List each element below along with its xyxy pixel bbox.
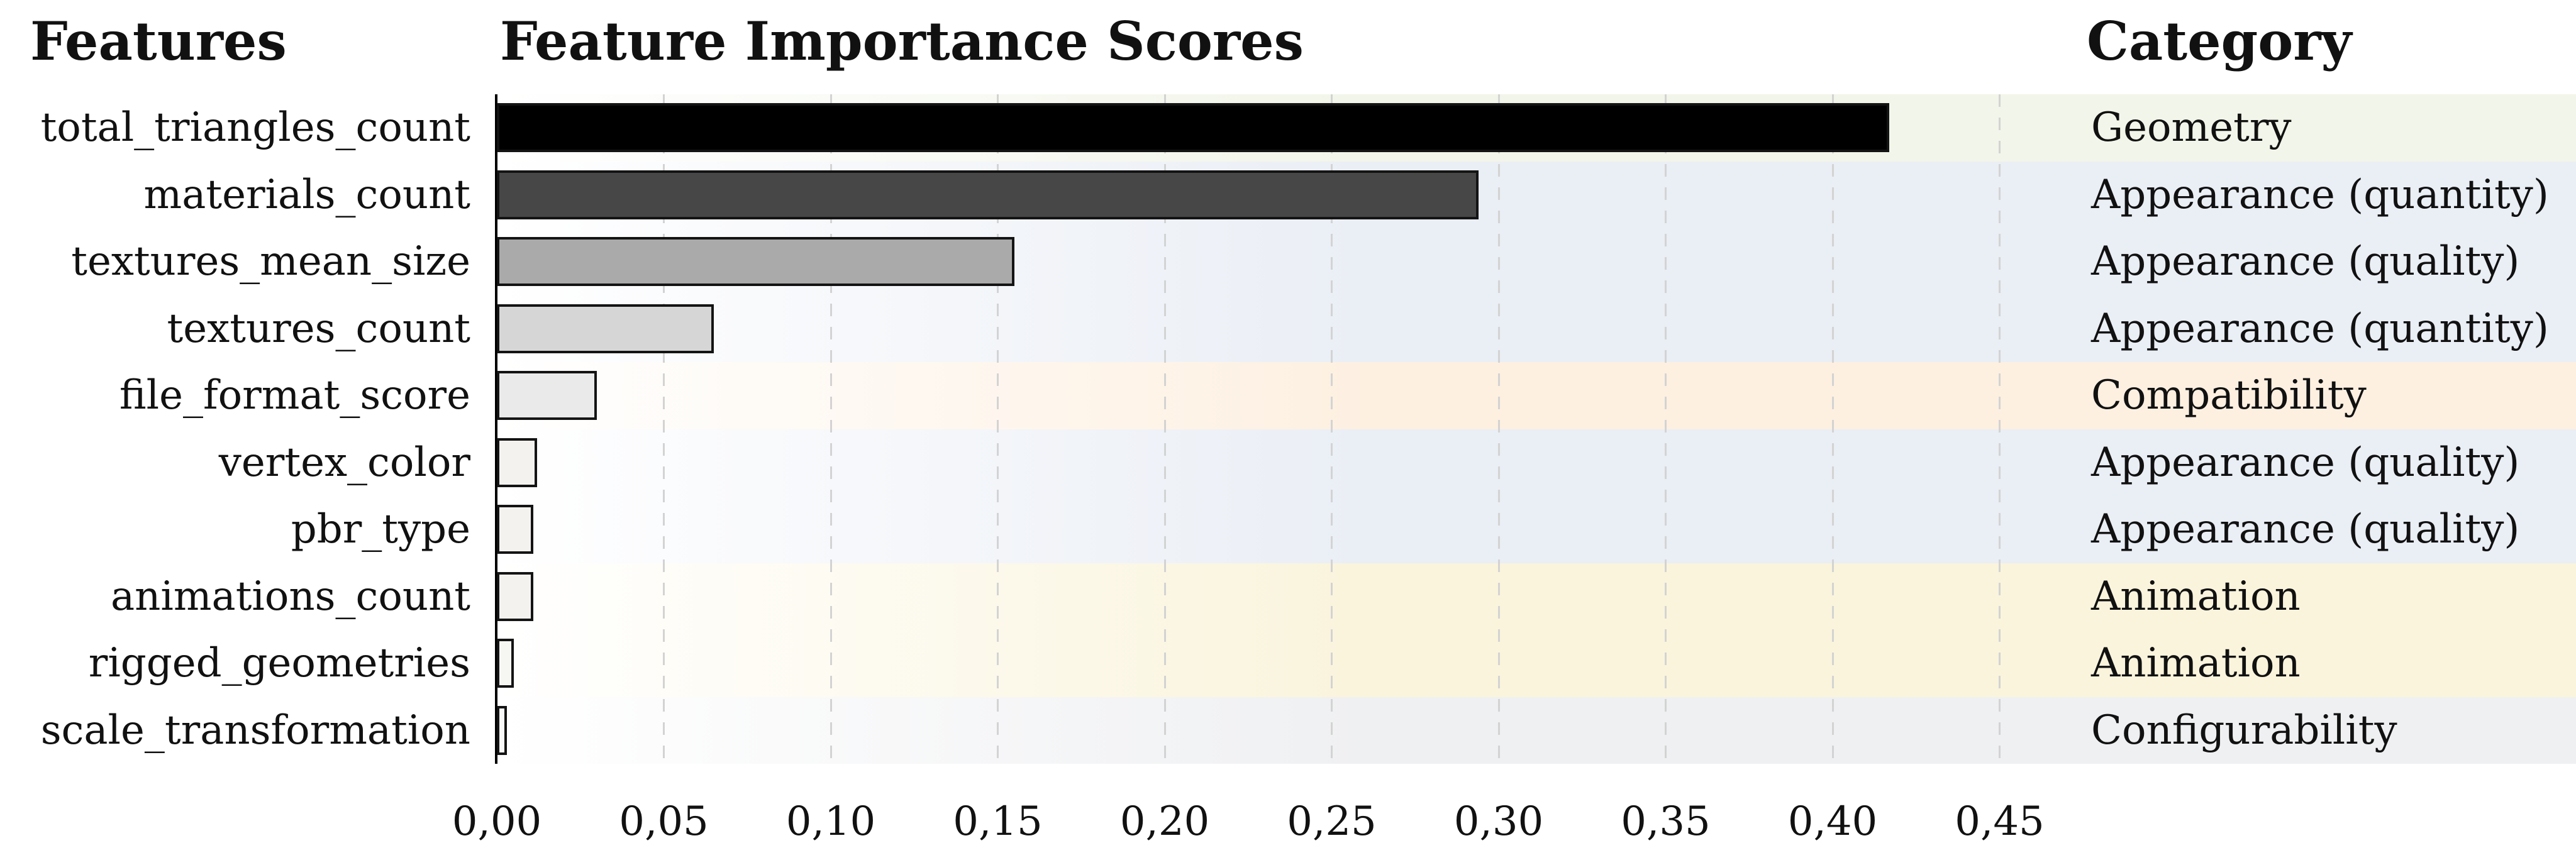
chart-title: Feature Importance Scores (500, 10, 1304, 72)
x-tick-label-0,05: 0,05 (619, 798, 709, 845)
x-tick-label-0,45: 0,45 (1955, 798, 2045, 845)
importance-bar-scale_transformation (497, 705, 507, 755)
importance-bar-textures_count (497, 304, 714, 353)
x-tick-label-0,25: 0,25 (1287, 798, 1377, 845)
importance-bar-total_triangles_count (497, 103, 1890, 152)
x-tick-label-0,20: 0,20 (1119, 798, 1210, 845)
importance-bar-textures_mean_size (497, 237, 1015, 286)
x-tick-label-0,30: 0,30 (1453, 798, 1544, 845)
gridline-0,10 (830, 94, 832, 764)
category-label: Compatibility (2091, 372, 2367, 419)
gridline-0,25 (1331, 94, 1333, 764)
category-label: Appearance (quality) (2091, 238, 2520, 285)
feature-label-materials_count: materials_count (143, 171, 471, 218)
x-tick-label-0,00: 0,00 (452, 798, 542, 845)
category-row-band (497, 563, 2576, 630)
importance-bar-materials_count (497, 170, 1479, 219)
category-label: Appearance (quality) (2091, 506, 2520, 553)
feature-label-textures_count: textures_count (167, 305, 470, 352)
feature-label-textures_mean_size: textures_mean_size (71, 238, 470, 285)
features-column-header: Features (30, 10, 287, 72)
feature-label-total_triangles_count: total_triangles_count (40, 104, 470, 152)
gridline-0,30 (1497, 94, 1500, 764)
gridline-0,05 (663, 94, 665, 764)
gridline-0,20 (1163, 94, 1166, 764)
category-label: Appearance (quantity) (2091, 305, 2549, 352)
category-label: Configurability (2091, 707, 2397, 754)
feature-label-pbr_type: pbr_type (291, 506, 470, 553)
category-row-band (497, 295, 2576, 362)
category-row-band (497, 630, 2576, 697)
importance-bar-animations_count (497, 571, 534, 621)
gridline-0,35 (1665, 94, 1667, 764)
category-row-band (497, 429, 2576, 496)
x-tick-label-0,40: 0,40 (1787, 798, 1878, 845)
category-column-header: Category (2087, 10, 2352, 72)
category-label: Animation (2091, 573, 2301, 620)
feature-label-scale_transformation: scale_transformation (40, 707, 470, 754)
gridline-0,45 (1999, 94, 2001, 764)
gridline-0,15 (997, 94, 999, 764)
category-label: Animation (2091, 640, 2301, 687)
category-row-band (497, 496, 2576, 563)
feature-label-animations_count: animations_count (111, 573, 470, 620)
importance-bar-file_format_score (497, 371, 597, 420)
category-label: Geometry (2091, 104, 2292, 152)
x-tick-label-0,10: 0,10 (786, 798, 876, 845)
importance-bar-pbr_type (497, 505, 534, 554)
category-row-band (497, 362, 2576, 429)
category-label: Appearance (quality) (2091, 439, 2520, 486)
x-tick-label-0,15: 0,15 (953, 798, 1043, 845)
y-axis-spine (495, 94, 497, 764)
category-label: Appearance (quantity) (2091, 171, 2549, 218)
importance-bar-vertex_color (497, 438, 537, 487)
gridline-0,40 (1831, 94, 1834, 764)
feature-label-file_format_score: file_format_score (119, 372, 470, 419)
feature-label-rigged_geometries: rigged_geometries (88, 640, 470, 687)
category-row-band (497, 697, 2576, 764)
importance-bar-rigged_geometries (497, 639, 514, 688)
feature-label-vertex_color: vertex_color (218, 439, 470, 486)
x-tick-label-0,35: 0,35 (1621, 798, 1711, 845)
